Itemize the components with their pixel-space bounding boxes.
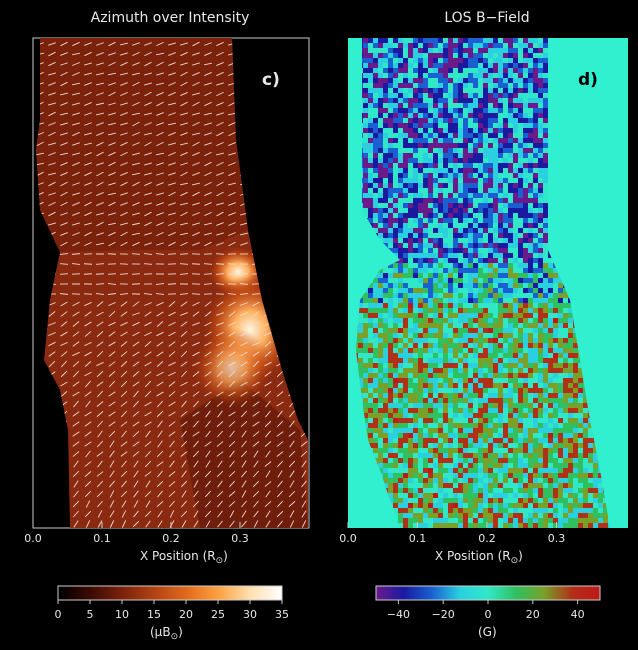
- azimuth-segment: [216, 284, 224, 285]
- panel-d-colorbar-tick-4: 40: [571, 608, 585, 621]
- panel-d-title: LOS B−Field: [444, 10, 529, 26]
- panel-d-label: d): [578, 70, 598, 90]
- panel-c-colorbar-tick-1: 5: [87, 608, 94, 621]
- panel-d-x-tick-3: 0.3: [548, 532, 566, 545]
- azimuth-segment: [216, 254, 224, 255]
- panel-d-x-tick-2: 0.2: [478, 532, 496, 545]
- azimuth-segment: [132, 254, 140, 255]
- panel-c-x-tick-2: 0.2: [162, 532, 180, 545]
- azimuth-segment: [108, 254, 116, 255]
- panel-c-x-tick-1: 0.1: [93, 532, 111, 545]
- azimuth-segment: [132, 284, 140, 285]
- panel-c-title: Azimuth over Intensity: [91, 10, 250, 26]
- panel-c-x-tick-0: 0.0: [24, 532, 42, 545]
- panel-c-xlabel: X Position (R⊙): [140, 549, 228, 566]
- panel-c-colorbar-tick-7: 35: [275, 608, 289, 621]
- azimuth-segment: [144, 264, 152, 265]
- azimuth-segment: [84, 264, 92, 265]
- azimuth-segment: [192, 264, 200, 265]
- panel-d-colorbar: [376, 586, 600, 600]
- azimuth-segment: [180, 264, 188, 265]
- panel-c-colorbar-tick-4: 20: [179, 608, 193, 621]
- panel-c-colorbar-ticks: 0 5 10 15 20 25 30 35: [55, 600, 290, 621]
- panel-d-x-tick-0: 0.0: [339, 532, 357, 545]
- panel-c-colorbar-tick-2: 10: [115, 608, 129, 621]
- panel-d: LOS B−Field d) 0.0 0.1 0.2 0.3 X Position (…: [339, 10, 628, 639]
- panel-c-colorbar-label: (μB⊙): [150, 625, 183, 642]
- panel-c: Azimuth over Intensity c) 0.0 0.1 0.2 0.3 X…: [24, 10, 310, 642]
- azimuth-segment: [252, 294, 260, 295]
- panel-d-colorbar-tick-2: 0: [485, 608, 492, 621]
- panel-c-colorbar-tick-6: 30: [243, 608, 257, 621]
- azimuth-segment: [96, 274, 104, 275]
- azimuth-segment: [96, 264, 104, 265]
- panel-c-x-tick-3: 0.3: [231, 532, 249, 545]
- panel-d-x-tick-1: 0.1: [409, 532, 427, 545]
- azimuth-segment: [168, 254, 176, 255]
- panel-c-colorbar-tick-3: 15: [147, 608, 161, 621]
- panel-d-colorbar-tick-1: −20: [432, 608, 455, 621]
- azimuth-segment: [192, 294, 200, 295]
- panel-d-colorbar-tick-3: 20: [526, 608, 540, 621]
- panel-c-colorbar-tick-5: 25: [211, 608, 225, 621]
- panel-d-colorbar-label: (G): [478, 625, 497, 639]
- azimuth-segment: [204, 284, 212, 285]
- panel-d-xlabel: X Position (R⊙): [435, 549, 523, 566]
- panel-c-colorbar-tick-0: 0: [55, 608, 62, 621]
- panel-c-colorbar: [58, 586, 282, 600]
- panel-d-colorbar-tick-0: −40: [387, 608, 410, 621]
- panel-c-label: c): [262, 70, 280, 90]
- panel-d-colorbar-ticks: −40 −20 0 20 40: [387, 600, 585, 621]
